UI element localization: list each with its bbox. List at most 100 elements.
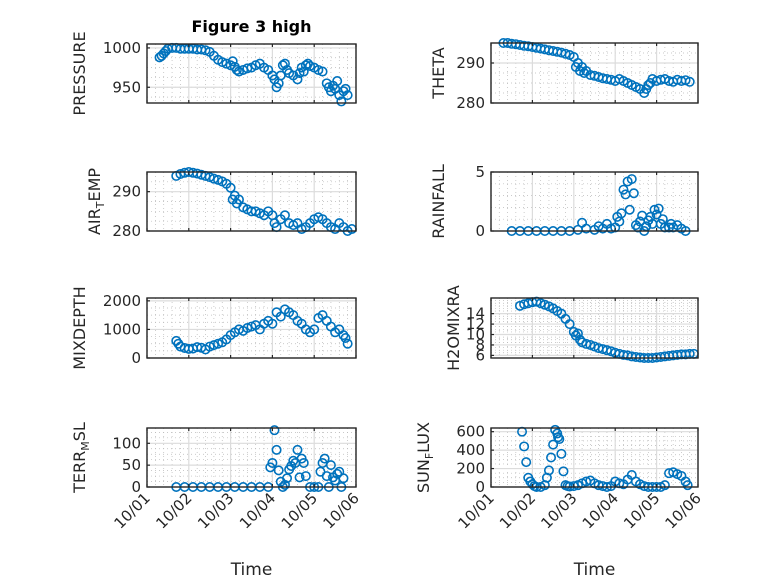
axes-frame bbox=[490, 427, 699, 488]
x-axis-label: Time bbox=[230, 560, 273, 580]
x-tick-label: 10/06 bbox=[662, 489, 705, 532]
data-point bbox=[338, 330, 349, 341]
data-point bbox=[682, 480, 693, 491]
x-tick-label: 10/02 bbox=[152, 489, 195, 532]
data-point bbox=[279, 479, 290, 490]
data-point bbox=[342, 338, 353, 349]
data-point bbox=[269, 425, 280, 436]
y-tick-label: 6 bbox=[475, 346, 485, 364]
data-point bbox=[294, 472, 305, 483]
axes-frame bbox=[146, 43, 357, 104]
data-point bbox=[554, 434, 565, 445]
y-axis-label: AIRTEMP bbox=[85, 168, 107, 235]
data-point bbox=[233, 194, 244, 205]
data-point bbox=[336, 96, 347, 107]
y-tick-label: 0 bbox=[475, 478, 485, 496]
data-point bbox=[204, 341, 215, 352]
y-tick-label: 1000 bbox=[103, 320, 141, 338]
data-point bbox=[332, 75, 343, 86]
data-point bbox=[213, 338, 224, 349]
y-tick-label: 100 bbox=[112, 434, 141, 452]
axes-terr-msl: 050100TERRMSL10/0110/0210/0310/0410/0510… bbox=[70, 422, 363, 580]
y-axis-label: TERRMSL bbox=[70, 422, 92, 494]
chart-title: Figure 3 high bbox=[192, 17, 312, 36]
axes-frame bbox=[490, 297, 699, 359]
data-point bbox=[298, 457, 309, 468]
data-point bbox=[225, 182, 236, 193]
y-tick-label: 12 bbox=[466, 315, 485, 333]
data-point bbox=[279, 58, 290, 69]
data-point bbox=[227, 56, 238, 67]
data-point bbox=[208, 340, 219, 351]
data-point bbox=[309, 324, 320, 335]
data-point bbox=[564, 319, 575, 330]
axes-rainfall: 0 5 RAINFALL bbox=[429, 163, 699, 240]
y-axis-label: MIXDEPTH bbox=[70, 286, 89, 369]
data-point bbox=[546, 452, 557, 463]
data-point bbox=[292, 444, 303, 455]
data-point bbox=[267, 318, 278, 329]
data-point bbox=[275, 311, 286, 322]
axes-air-temp: 280 290 AIRTEMP bbox=[85, 167, 357, 240]
data-point bbox=[521, 457, 532, 468]
axes-mixdepth: 0 1000 2000 MIXDEPTH bbox=[70, 286, 357, 370]
data-point bbox=[659, 480, 670, 491]
y-tick-label: 600 bbox=[456, 423, 485, 441]
data-point bbox=[325, 460, 336, 471]
data-point bbox=[553, 432, 564, 443]
y-tick-label: 50 bbox=[122, 456, 141, 474]
data-point bbox=[340, 332, 351, 343]
y-tick-label: 0 bbox=[131, 478, 141, 496]
data-point bbox=[342, 90, 353, 101]
data-point bbox=[626, 174, 637, 185]
axes-frame bbox=[490, 171, 699, 232]
data-point bbox=[242, 322, 253, 333]
data-point bbox=[624, 204, 635, 215]
data-point bbox=[548, 439, 559, 450]
y-tick-label: 10 bbox=[466, 326, 485, 344]
data-point bbox=[651, 209, 662, 220]
data-point bbox=[649, 204, 660, 215]
x-tick-label: 10/04 bbox=[236, 489, 279, 532]
data-point bbox=[579, 68, 590, 79]
y-axis-label: H2OMIXRA bbox=[444, 285, 463, 371]
y-tick-label: 5 bbox=[475, 163, 485, 181]
y-tick-label: 8 bbox=[475, 336, 485, 354]
data-point bbox=[279, 210, 290, 221]
y-axis-label: PRESSURE bbox=[70, 31, 89, 115]
axes-frame bbox=[146, 427, 357, 488]
y-axis-label: SUNFLUX bbox=[414, 422, 436, 493]
data-point bbox=[298, 66, 309, 77]
data-point bbox=[618, 184, 629, 195]
data-point bbox=[271, 444, 282, 455]
y-tick-label: 290 bbox=[112, 183, 141, 201]
data-point bbox=[273, 465, 284, 476]
axes-sun-flux: 0200400600SUNFLUX10/0110/0210/0310/0410/… bbox=[414, 422, 705, 580]
data-point bbox=[242, 63, 253, 74]
data-point bbox=[231, 64, 242, 75]
x-tick-label: 10/05 bbox=[620, 489, 663, 532]
y-tick-label: 280 bbox=[456, 94, 485, 112]
axes-pressure: 950 1000 PRESSURE Figure 3 high bbox=[70, 17, 357, 116]
axes-frame bbox=[490, 42, 699, 104]
data-point bbox=[292, 74, 303, 85]
plot-area bbox=[147, 428, 356, 487]
y-tick-label: 0 bbox=[131, 349, 141, 367]
y-tick-label: 290 bbox=[456, 54, 485, 72]
y-tick-label: 280 bbox=[112, 222, 141, 240]
y-axis-label: THETA bbox=[429, 47, 448, 99]
y-tick-label: 2000 bbox=[103, 292, 141, 310]
data-point bbox=[519, 441, 530, 452]
x-tick-label: 10/05 bbox=[278, 489, 321, 532]
data-point bbox=[338, 473, 349, 484]
data-point bbox=[572, 328, 583, 339]
y-tick-label: 1000 bbox=[103, 39, 141, 57]
data-point bbox=[543, 465, 554, 476]
y-axis-label: RAINFALL bbox=[429, 164, 448, 239]
y-tick-label: 200 bbox=[456, 460, 485, 478]
data-point bbox=[558, 466, 569, 477]
x-tick-label: 10/02 bbox=[496, 489, 539, 532]
data-point bbox=[246, 321, 257, 332]
